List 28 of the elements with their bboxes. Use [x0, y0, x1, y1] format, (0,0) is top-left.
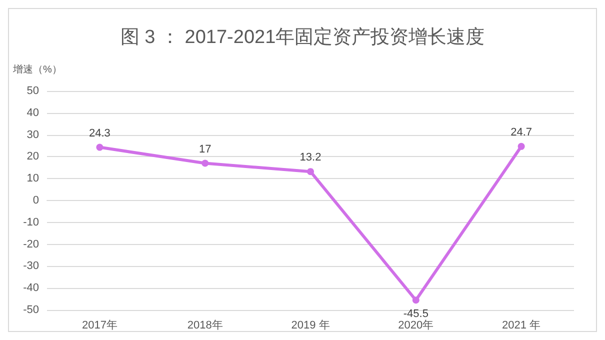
data-label: 24.3 — [88, 127, 110, 140]
x-tick-label: 2017年 — [82, 320, 118, 332]
point — [96, 144, 104, 151]
chart-title: 图 3 ： 2017-2021年固定资产投资增长速度 — [120, 26, 485, 48]
y-tick-label: 50 — [26, 85, 39, 97]
point — [202, 160, 209, 167]
y-tick-label: -30 — [23, 260, 39, 272]
y-tick-label: 10 — [26, 172, 39, 185]
data-label: 24.7 — [510, 126, 532, 138]
point — [518, 142, 525, 150]
y-tick-label: -40 — [23, 282, 39, 294]
x-tick-label: 2019 年 — [291, 320, 330, 332]
x-tick-label: 2020年 — [398, 320, 434, 332]
x-tick-label: 2021 年 — [502, 320, 541, 332]
y-axis-title: 增速（%） — [12, 64, 62, 76]
y-tick-label: -50 — [23, 304, 39, 316]
y-tick-label: 0 — [32, 194, 39, 206]
y-tick-label: 30 — [26, 128, 39, 141]
point — [412, 296, 420, 304]
point — [307, 168, 314, 176]
y-tick-label: -10 — [23, 216, 39, 228]
y-tick-label: 40 — [26, 106, 39, 119]
data-label: 17 — [198, 143, 212, 156]
data-label: -45.5 — [403, 308, 428, 320]
data-label: 13.2 — [300, 152, 322, 164]
y-tick-label: 20 — [26, 150, 39, 163]
y-tick-label: -20 — [23, 238, 39, 250]
x-tick-label: 2018年 — [187, 320, 223, 332]
